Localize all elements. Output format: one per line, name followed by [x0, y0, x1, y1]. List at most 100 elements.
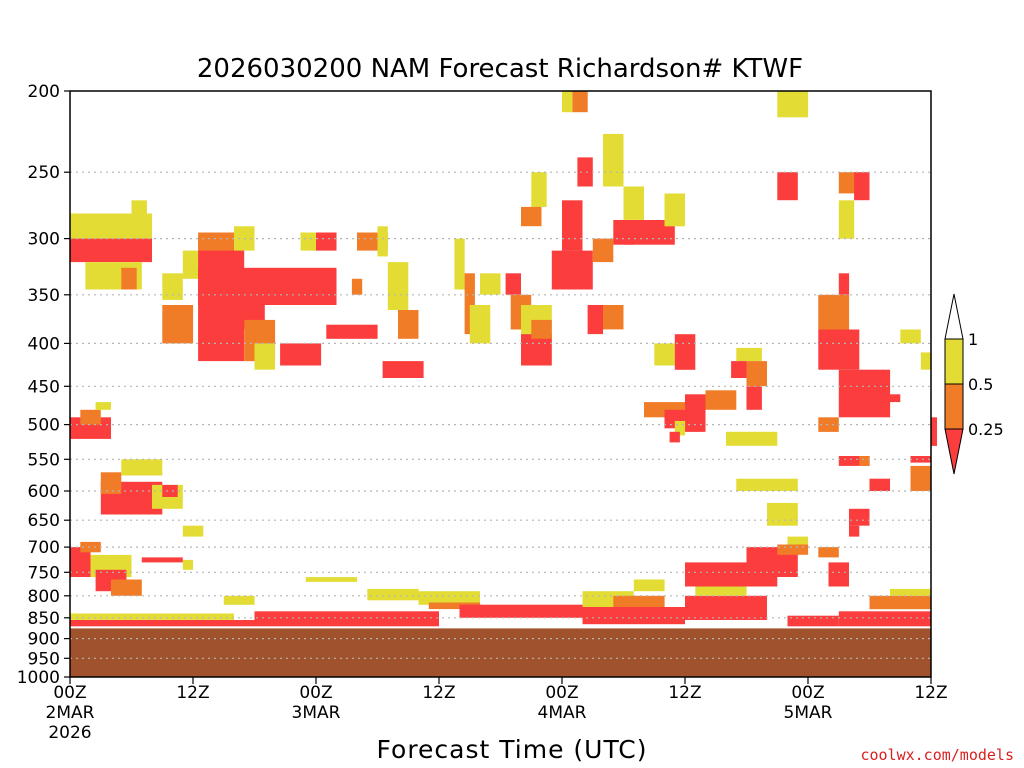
ri-cell-r [505, 273, 521, 295]
y-tick-label: 600 [28, 482, 60, 502]
ri-cell-y [654, 343, 675, 366]
ri-cell-y [418, 591, 480, 605]
ri-cell-o [777, 544, 809, 555]
y-tick-label: 550 [28, 450, 60, 470]
ri-cell-r [141, 557, 183, 563]
ri-cell-r [777, 172, 798, 201]
ri-cell-y [736, 478, 798, 491]
ri-cell-y [838, 200, 855, 239]
x-tick-label: 00Z [545, 683, 578, 703]
x-tick-label: 12Z [176, 683, 209, 703]
ri-cell-r [587, 305, 603, 335]
ri-cell-r [931, 417, 937, 446]
ri-cell-o [162, 305, 194, 344]
ri-cell-y [377, 226, 388, 257]
ri-cell-y [767, 502, 798, 526]
legend: 1 0.5 0.25 [944, 293, 1004, 475]
ri-cell-o [859, 456, 870, 466]
ri-cell-o [818, 547, 839, 558]
ri-cell-o [746, 361, 767, 387]
x-year-label: 2026 [48, 723, 91, 743]
ri-cell-r [562, 200, 583, 251]
ri-cell-o [464, 273, 475, 335]
ri-cell-y [890, 588, 931, 596]
ri-cell-r [551, 250, 593, 290]
ri-cell-r [162, 484, 178, 497]
ri-cell-r [828, 562, 849, 587]
y-tick-label: 850 [28, 609, 60, 629]
ri-cell-y [367, 588, 419, 601]
y-tick-label: 350 [28, 286, 60, 306]
ri-cell-r [854, 172, 870, 201]
x-tick-label: 12Z [422, 683, 455, 703]
ri-cell-r [70, 620, 255, 627]
y-tick-label: 650 [28, 511, 60, 531]
y-tick-label: 1000 [17, 668, 60, 688]
y-axis: 200 250 300 350 400 450 500 550 600 650 700 750 8008… [17, 82, 70, 688]
ri-cell-r [731, 361, 747, 378]
plot-area [69, 90, 937, 678]
ri-cell-r [787, 615, 839, 627]
ri-cell-y [603, 133, 624, 187]
y-tick-label: 400 [28, 334, 60, 354]
ri-cell-y [182, 559, 194, 570]
x-tick-label: 00Z [299, 683, 332, 703]
y-tick-label: 250 [28, 163, 60, 183]
ri-cell-r [198, 238, 245, 362]
ri-cell-r [838, 273, 850, 295]
ri-cell-y [664, 193, 685, 227]
legend-label: 1 [968, 330, 978, 349]
ri-cell-r [849, 508, 870, 526]
ri-cell-y [633, 579, 665, 592]
ri-cell-y [182, 525, 204, 537]
ri-cell-o [521, 206, 542, 227]
ri-cell-r [910, 456, 931, 463]
plot-background [70, 91, 931, 677]
ri-cell-y [305, 577, 358, 582]
ri-cell-y [900, 329, 921, 344]
legend-0.5-1 [944, 338, 964, 385]
y-tick-label: 900 [28, 630, 60, 650]
ri-cell-y [162, 273, 183, 300]
legend-label: 0.25 [968, 420, 1004, 439]
ri-cell-r [254, 611, 439, 627]
ri-cell-o [531, 319, 552, 339]
x-date-label: 2MAR [46, 703, 95, 723]
x-tick-label: 12Z [914, 683, 947, 703]
ri-cell-o [351, 278, 363, 295]
ri-cell-y [254, 343, 275, 370]
ri-cell-r [869, 478, 890, 491]
ri-cell-y [95, 402, 111, 410]
x-axis-label: Forecast Time (UTC) [377, 735, 648, 764]
ri-cell-r [674, 334, 696, 370]
y-tick-label: 750 [28, 563, 60, 583]
ri-cell-y [736, 347, 762, 362]
y-tick-label: 500 [28, 416, 60, 436]
x-date-label: 4MAR [538, 703, 587, 723]
ri-cell-r [70, 547, 91, 577]
ri-cell-y [695, 586, 747, 596]
ri-cell-r [577, 157, 593, 187]
credit-text: coolwx.com/models [860, 746, 1014, 764]
ri-cell-r [818, 329, 860, 370]
y-tick-label: 800 [28, 587, 60, 607]
ri-cell-y [469, 305, 491, 344]
ri-cell-o [910, 465, 931, 491]
y-tick-label: 700 [28, 538, 60, 558]
y-tick-label: 450 [28, 377, 60, 397]
ri-cell-o [398, 310, 419, 339]
ri-cell-o [818, 294, 850, 330]
ri-cell-y [300, 232, 316, 251]
x-date-label: 3MAR [292, 703, 341, 723]
x-tick-label: 00Z [53, 683, 86, 703]
ri-cell-r [459, 604, 583, 618]
ri-cell-r [310, 232, 337, 251]
plot-frame [69, 90, 932, 678]
ri-cell-o [603, 305, 624, 330]
ri-cell-y [623, 186, 644, 220]
legend-under-0.25 [944, 428, 964, 475]
ri-cell-r [849, 525, 860, 537]
ri-cell-y [480, 273, 501, 295]
